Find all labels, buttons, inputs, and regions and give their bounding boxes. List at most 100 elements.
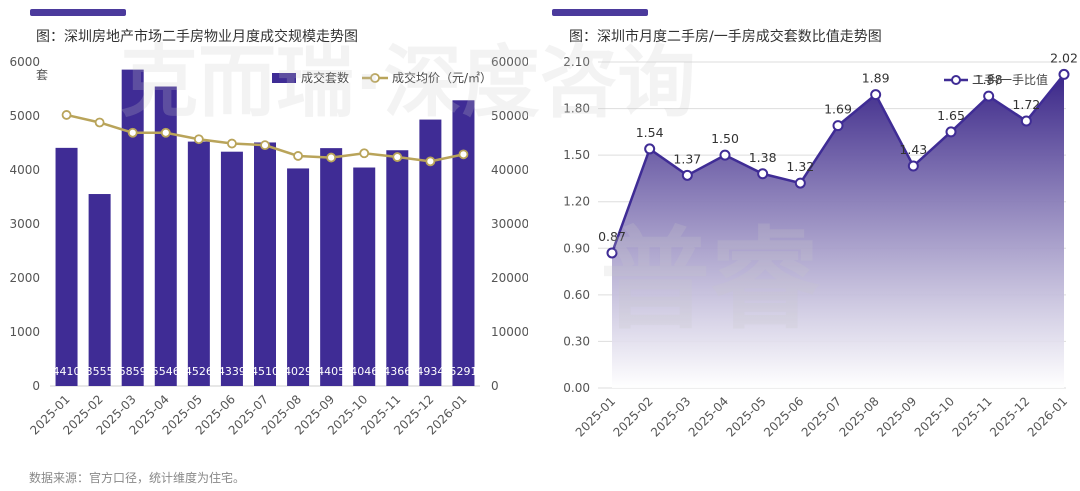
bar-value-label: 5859 [119,365,147,378]
ratio-value-label: 1.37 [673,151,701,166]
right-chart-panel: 图：深圳市月度二手房/一手房成交套数比值走势图 0.00 0.30 0.60 0.90… [540,0,1080,462]
right-chart-svg: 0.00 0.30 0.60 0.90 1.20 1.50 1.80 2.10 0.87 1.54… [563,50,1078,439]
bar [254,142,276,386]
ratio-value-label: 2.02 [1050,50,1078,65]
legend-label-bars: 成交套数 [301,70,349,85]
bar-value-label: 4510 [251,365,279,378]
y-tick-label: 1.80 [563,102,590,116]
ratio-point [1058,68,1070,80]
bar [55,147,78,386]
right-y-tick-label: 20000 [491,271,528,285]
left-y-tick-label: 0 [32,379,40,393]
ratio-value-label: 1.65 [937,108,965,123]
left-accent-bar [30,9,126,16]
price-point [260,140,270,151]
x-tick-label: 2025-01 [573,394,618,439]
bar [220,151,243,386]
data-source-note: 数据来源：官方口径，统计维度为住宅。 [29,471,246,485]
left-y-tick-label: 5000 [9,109,40,123]
bar [320,148,343,386]
legend-swatch-marker [951,75,961,85]
ratio-point [606,247,618,259]
right-y-tick-label: 60000 [491,55,528,69]
x-tick-label: 2025-04 [686,394,731,439]
y-tick-label: 1.50 [563,148,590,162]
price-point [193,134,204,145]
x-tick-label: 2026-01 [1025,394,1070,439]
bar-value-label: 4405 [317,365,345,378]
left-y-tick-label: 6000 [9,55,40,69]
bar [419,119,442,387]
x-tick-label: 2025-08 [836,394,881,439]
ratio-point [794,177,806,189]
ratio-point [644,143,656,155]
bar-value-label: 4339 [218,365,246,378]
price-point [425,156,436,167]
left-chart-title: 图：深圳房地产市场二手房物业月度成交规模走势图 [36,29,358,45]
x-tick-label: 2025-11 [949,394,994,439]
ratio-point [945,126,957,138]
legend-swatch-bars [272,73,296,83]
ratio-value-label: 1.69 [824,102,852,117]
price-point [326,152,337,163]
x-tick-label: 2025-03 [648,394,693,439]
legend-swatch-marker [370,73,380,83]
left-y-tick-label: 2000 [9,271,40,285]
ratio-value-label: 1.88 [975,72,1003,87]
price-point [94,117,105,128]
right-y-tick-label: 40000 [491,163,528,177]
x-tick-label: 2025-07 [799,394,844,439]
bar [121,69,144,386]
right-y-tick-label: 0 [491,379,499,393]
bar-value-label: 4526 [185,365,213,378]
bar [287,168,310,386]
ratio-area-fill [612,74,1064,389]
price-point [160,127,171,138]
x-tick-label: 2025-06 [761,394,806,439]
right-accent-bar [552,9,648,16]
price-point [458,149,469,160]
ratio-value-label: 0.87 [598,229,626,244]
left-y-tick-label: 1000 [9,325,40,339]
y-tick-label: 0.60 [563,288,590,302]
price-point [61,110,72,120]
right-y-tick-label: 30000 [491,217,528,231]
price-point [293,151,303,161]
legend-label: 二手/一手比值 [972,72,1048,87]
bar-value-label: 5546 [152,365,180,378]
right-y-tick-label: 10000 [491,325,528,339]
legend-label-line: 成交均价（元/㎡） [392,70,492,85]
left-y-tick-label: 4000 [9,163,40,177]
ratio-value-label: 1.50 [711,131,739,146]
ratio-value-label: 1.54 [636,125,664,140]
ratio-point [983,90,995,102]
ratio-value-label: 1.38 [749,150,777,165]
ratio-point [1020,115,1032,127]
y-tick-label: 0.90 [563,241,590,255]
x-tick-label: 2025-05 [723,394,768,439]
bar [154,86,177,387]
y-tick-label: 0.00 [563,381,590,395]
price-point [127,127,138,138]
right-y-tick-label: 50000 [491,109,528,123]
bar-value-label: 4046 [350,365,378,378]
price-point [392,152,403,162]
y-tick-label: 1.20 [563,195,590,209]
ratio-point [907,160,919,172]
bar-value-label: 4029 [284,365,312,378]
right-chart-title: 图：深圳市月度二手房/一手房成交套数比值走势图 [569,29,882,45]
ratio-point [870,89,882,101]
bar [452,100,475,386]
y-tick-label: 0.30 [563,334,590,348]
bar [88,194,111,386]
y-tick-label: 2.10 [563,55,590,69]
bar [386,150,409,386]
ratio-value-label: 1.32 [786,159,814,174]
ratio-point [681,169,693,181]
bar [187,141,210,386]
ratio-point [757,168,769,180]
price-point [227,138,237,149]
bar-value-label: 3555 [86,365,114,378]
left-y-unit-label: 套 [36,68,48,82]
